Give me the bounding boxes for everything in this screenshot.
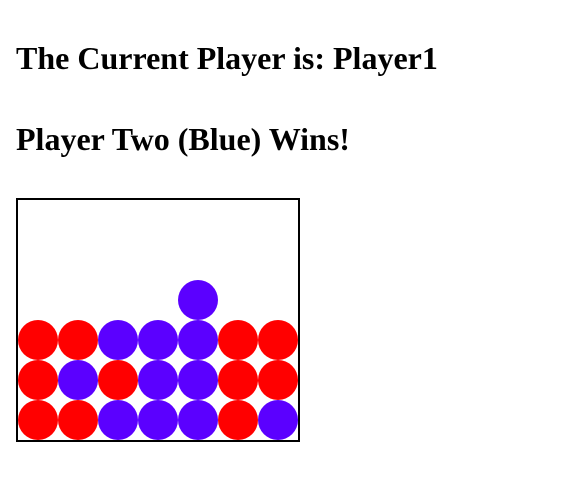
blue-piece-r3-c4 bbox=[178, 320, 218, 360]
red-piece-r4-c5 bbox=[218, 360, 258, 400]
board-cell-r0-c4[interactable] bbox=[178, 200, 218, 240]
board-cell-r1-c0[interactable] bbox=[18, 240, 58, 280]
board-cell-r2-c6[interactable] bbox=[258, 280, 298, 320]
blue-piece-r4-c3 bbox=[138, 360, 178, 400]
red-piece-r3-c5 bbox=[218, 320, 258, 360]
red-piece-r4-c6 bbox=[258, 360, 298, 400]
blue-piece-r5-c6 bbox=[258, 400, 298, 440]
board-cell-r0-c5[interactable] bbox=[218, 200, 258, 240]
board-cell-r2-c0[interactable] bbox=[18, 280, 58, 320]
board-cell-r0-c3[interactable] bbox=[138, 200, 178, 240]
board-cell-r0-c2[interactable] bbox=[98, 200, 138, 240]
board-cell-r0-c6[interactable] bbox=[258, 200, 298, 240]
game-board[interactable] bbox=[16, 198, 300, 442]
red-piece-r3-c1 bbox=[58, 320, 98, 360]
red-piece-r4-c2 bbox=[98, 360, 138, 400]
winner-message: Player Two (Blue) Wins! bbox=[16, 121, 350, 157]
board-cell-r1-c3[interactable] bbox=[138, 240, 178, 280]
blue-piece-r2-c4 bbox=[178, 280, 218, 320]
board-cell-r0-c0[interactable] bbox=[18, 200, 58, 240]
board-cell-r1-c2[interactable] bbox=[98, 240, 138, 280]
board-cell-r1-c1[interactable] bbox=[58, 240, 98, 280]
red-piece-r4-c0 bbox=[18, 360, 58, 400]
blue-piece-r5-c3 bbox=[138, 400, 178, 440]
blue-piece-r3-c2 bbox=[98, 320, 138, 360]
board-cell-r1-c4[interactable] bbox=[178, 240, 218, 280]
game-board-canvas[interactable] bbox=[18, 200, 298, 440]
blue-piece-r5-c4 bbox=[178, 400, 218, 440]
blue-piece-r4-c1 bbox=[58, 360, 98, 400]
blue-piece-r5-c2 bbox=[98, 400, 138, 440]
red-piece-r5-c1 bbox=[58, 400, 98, 440]
board-cell-r0-c1[interactable] bbox=[58, 200, 98, 240]
board-cell-r2-c5[interactable] bbox=[218, 280, 258, 320]
board-cell-r1-c6[interactable] bbox=[258, 240, 298, 280]
current-player-heading: The Current Player is: Player1 bbox=[16, 40, 438, 76]
red-piece-r3-c0 bbox=[18, 320, 58, 360]
board-cell-r1-c5[interactable] bbox=[218, 240, 258, 280]
board-cell-r2-c2[interactable] bbox=[98, 280, 138, 320]
red-piece-r5-c5 bbox=[218, 400, 258, 440]
red-piece-r5-c0 bbox=[18, 400, 58, 440]
board-cell-r2-c1[interactable] bbox=[58, 280, 98, 320]
blue-piece-r3-c3 bbox=[138, 320, 178, 360]
red-piece-r3-c6 bbox=[258, 320, 298, 360]
board-cell-r2-c3[interactable] bbox=[138, 280, 178, 320]
blue-piece-r4-c4 bbox=[178, 360, 218, 400]
